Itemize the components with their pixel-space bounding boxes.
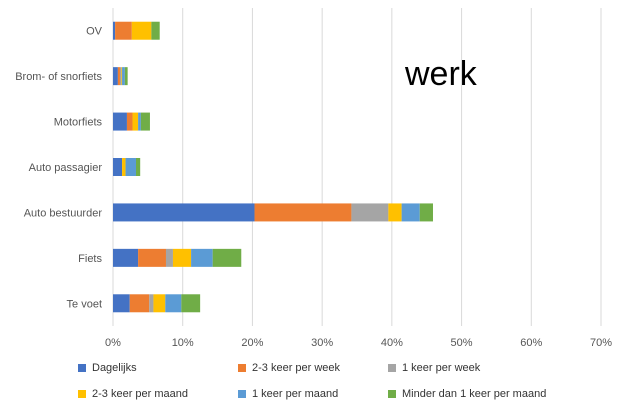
bar-segment (419, 203, 433, 222)
gridlines (112, 8, 602, 326)
legend-swatch (78, 364, 86, 372)
bar-segment (113, 21, 116, 40)
bar-segment (138, 248, 166, 267)
bar-segment (113, 203, 255, 222)
legend-swatch (388, 364, 396, 372)
bar-segment (149, 294, 154, 313)
bar-segment (131, 21, 152, 40)
bar-segment (119, 67, 122, 86)
x-tick-label: 60% (520, 337, 542, 349)
legend-item: 2-3 keer per week (238, 362, 340, 374)
legend-label: Minder dan 1 keer per maand (402, 388, 547, 400)
bar-segment (151, 21, 160, 40)
axes: 0% 10% 20% 30% 40% 50% 60% 70% OV Brom- of snorfi… (15, 26, 612, 349)
bar-segment (125, 158, 137, 176)
bar-segment (388, 203, 402, 222)
bar-segment (113, 158, 123, 176)
legend-item: Dagelijks (78, 362, 137, 374)
bar-segment (132, 112, 139, 131)
bar-segment (191, 248, 213, 267)
bar-segment (121, 67, 123, 86)
bar-segment (136, 158, 141, 176)
bar-segment (351, 203, 389, 222)
bar-segment (165, 248, 173, 267)
x-tick-label: 30% (311, 337, 333, 349)
bar-segment (126, 112, 133, 131)
bar-segment (140, 112, 150, 131)
legend-item: 1 keer per week (388, 362, 480, 374)
overlay-word-werk: werk (405, 55, 477, 93)
legend-label: 2-3 keer per week (252, 362, 341, 374)
bar-segment (113, 112, 127, 131)
bar-segment (254, 203, 352, 222)
bars (113, 21, 433, 313)
x-tick-label: 10% (172, 337, 194, 349)
bar-segment (122, 67, 125, 86)
x-tick-label: 50% (451, 337, 473, 349)
legend-label: Dagelijks (92, 362, 137, 374)
bar-segment (113, 294, 130, 313)
bar-segment (113, 67, 118, 86)
category-label: Motorfiets (54, 117, 103, 129)
legend-label: 1 keer per week (402, 362, 481, 374)
legend-swatch (388, 390, 396, 398)
legend-label: 1 keer per maand (252, 388, 339, 400)
bar-segment (212, 248, 242, 267)
x-tick-label: 0% (105, 337, 121, 349)
bar-segment (401, 203, 420, 222)
bar-segment (138, 112, 141, 131)
category-label: OV (86, 26, 103, 38)
category-label: Te voet (67, 298, 102, 310)
bar-segment (129, 294, 150, 313)
legend-label: 2-3 keer per maand (92, 388, 188, 400)
bar-segment (117, 67, 120, 86)
bar-segment (113, 248, 139, 267)
x-tick-label: 40% (381, 337, 403, 349)
category-label: Auto passagier (29, 162, 103, 174)
category-label: Brom- of snorfiets (15, 71, 102, 83)
legend-item: Minder dan 1 keer per maand (388, 388, 546, 400)
legend-swatch (238, 364, 246, 372)
legend-swatch (78, 390, 86, 398)
category-label: Fiets (78, 253, 102, 265)
bar-segment (124, 67, 128, 86)
bar-segment (153, 294, 166, 313)
bar-segment (115, 21, 132, 40)
x-tick-label: 20% (241, 337, 263, 349)
legend-item: 1 keer per maand (238, 388, 338, 400)
bar-segment (181, 294, 201, 313)
legend-swatch (238, 390, 246, 398)
bar-segment (172, 248, 192, 267)
bar-segment (165, 294, 182, 313)
legend-item: 2-3 keer per maand (78, 388, 188, 400)
category-label: Auto bestuurder (24, 207, 103, 219)
bar-segment (122, 158, 126, 176)
x-tick-label: 70% (590, 337, 612, 349)
